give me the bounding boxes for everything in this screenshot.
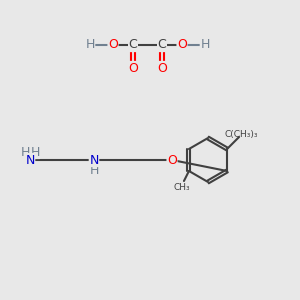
Text: C: C: [158, 38, 166, 52]
Text: N: N: [89, 154, 99, 166]
Text: N: N: [25, 154, 35, 166]
Text: H: H: [30, 146, 40, 158]
Text: O: O: [108, 38, 118, 52]
Text: O: O: [128, 61, 138, 74]
Text: O: O: [157, 61, 167, 74]
Text: C(CH₃)₃: C(CH₃)₃: [224, 130, 258, 140]
Text: C: C: [129, 38, 137, 52]
Text: CH₃: CH₃: [174, 182, 190, 191]
Text: O: O: [167, 154, 177, 166]
Text: H: H: [20, 146, 30, 158]
Text: H: H: [85, 38, 95, 52]
Text: H: H: [200, 38, 210, 52]
Text: H: H: [89, 164, 99, 176]
Text: O: O: [177, 38, 187, 52]
